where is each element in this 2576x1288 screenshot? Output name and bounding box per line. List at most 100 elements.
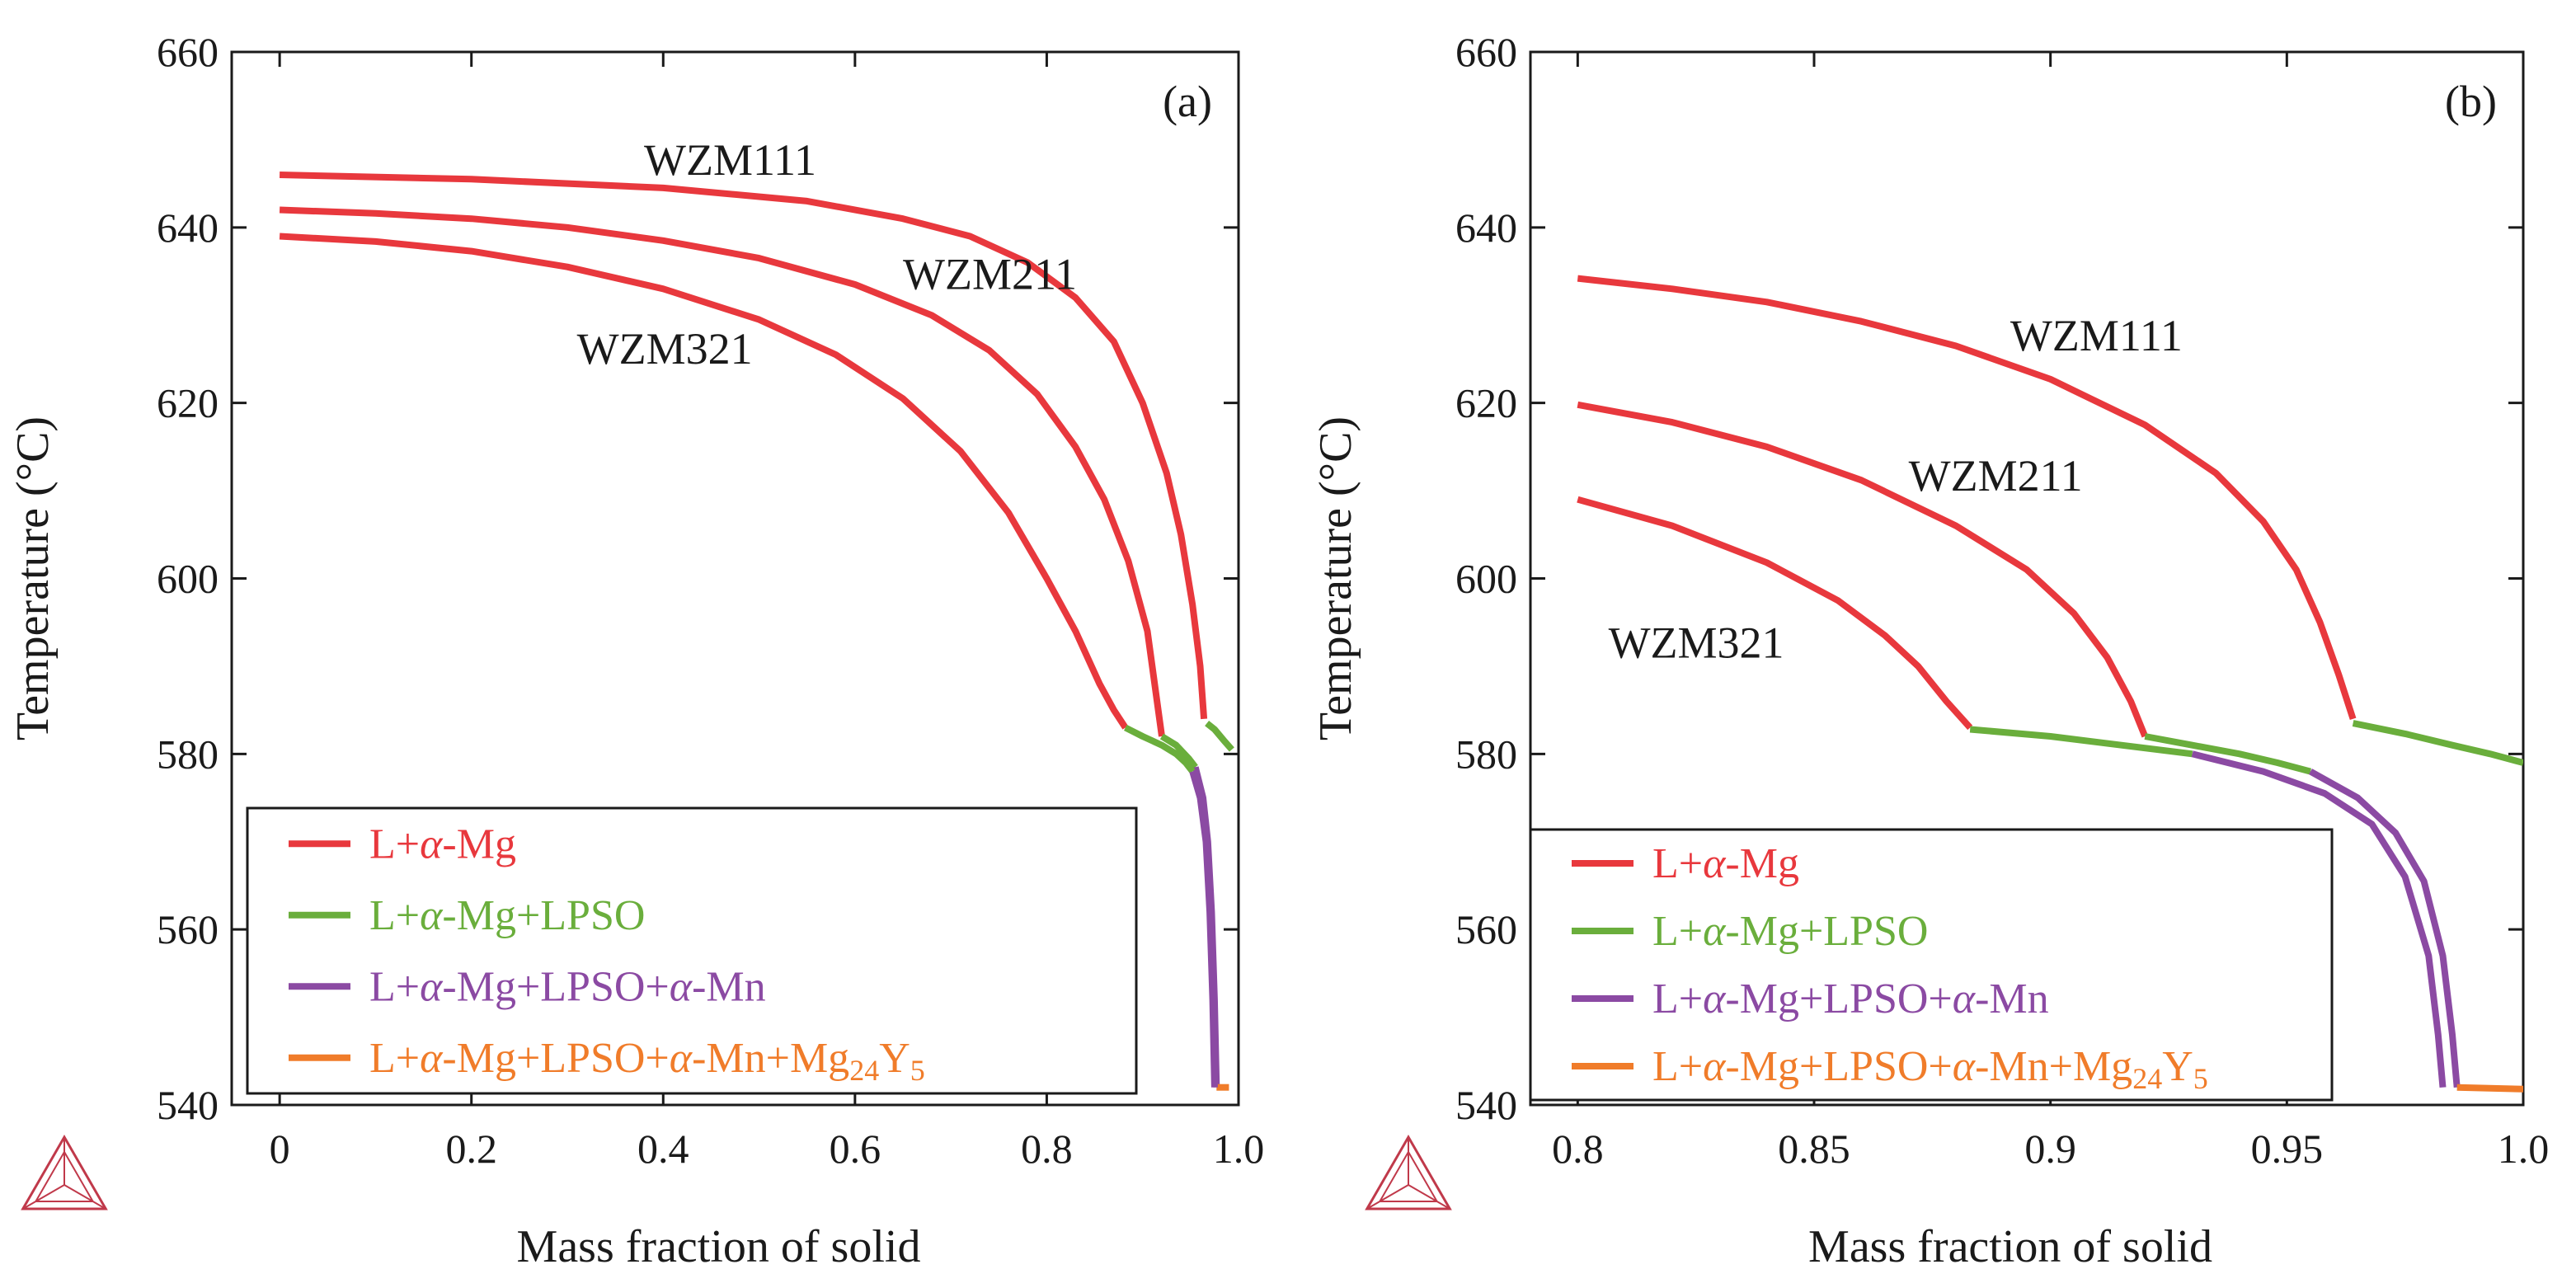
x-tick-label: 1.0 [2498,1126,2550,1172]
x-tick-label: 0.95 [2251,1126,2324,1172]
logo-spoke [1366,1184,1409,1210]
legend-label-part: α [1953,1043,1977,1090]
panel-label: (a) [1163,77,1212,126]
legend-box [246,806,1138,1095]
y-tick-label: 560 [1455,906,1517,952]
legend-label-part: L+ [1652,840,1703,887]
series-line-wzm211-l-alpha-mg-lpso [1159,733,1198,769]
x-tick-label: 0.9 [2024,1126,2076,1172]
series-line-wzm111-l-alpha-mg-lpso [1205,720,1234,752]
series-line-wzm211-l-alpha-mg [279,206,1165,737]
legend-label-part: -Mg [1725,840,1799,887]
legend-label-part: α [1703,840,1727,887]
legend-label-l-alpha-mg-lpso-alpha-mn: L+α-Mg+LPSO+α-Mn [1652,975,2049,1022]
legend-label-part: -Mg+LPSO [442,892,645,939]
logo-spoke [1408,1184,1450,1210]
series-line-wzm211-l-alpha-mg-lpso-alpha-mn [2309,769,2461,1088]
series-line-wzm211-l-alpha-mg [1577,401,2149,738]
legend-label-part: L+ [1652,975,1703,1022]
x-tick-label: 0.8 [1552,1126,1604,1172]
legend: L+α-MgL+α-Mg+LPSOL+α-Mg+LPSO+α-MnL+α-Mg+… [246,806,1138,1095]
y-tick-label: 540 [157,1082,219,1128]
series-line-wzm321-l-alpha-mg-lpso [1969,726,2193,758]
series-line-wzm321-l-alpha-mg [1577,496,1973,731]
legend-label-part: -Mn [1975,975,2049,1022]
legend-label-part: -Mn [692,963,766,1010]
legend-label-part: L+ [1652,908,1703,955]
curve-label-wzm321: WZM321 [577,324,753,374]
curve-label-wzm211: WZM211 [903,249,1077,298]
legend-label-part: -Mg+LPSO+ [1725,1043,1952,1090]
legend-label-part: α [1703,908,1727,955]
legend-label-part: α [670,1035,693,1082]
legend-label-part: L+ [369,820,420,867]
legend-label-part: α [1703,1043,1727,1090]
y-tick-label: 640 [157,204,219,251]
panel-label: (b) [2445,77,2497,126]
series-line-wzm211-l-alpha-mg-lpso-alpha-mn-mg24y5 [2456,1084,2523,1093]
logo-spoke [22,1184,65,1210]
legend-label-part: 5 [910,1054,925,1087]
x-tick-label: 0.6 [830,1126,881,1172]
legend-label-l-alpha-mg: L+α-Mg [369,820,516,867]
legend-label-part: α [420,1035,444,1082]
legend-label-part: 24 [849,1054,879,1087]
y-tick-label: 560 [157,906,219,952]
y-tick-label: 660 [1455,29,1517,75]
legend-label-part: L+ [369,892,420,939]
legend-label-part: Y [879,1035,910,1082]
series-line-wzm111-l-alpha-mg [280,172,1208,720]
series-line-wzm321-l-alpha-mg-lpso-alpha-mn [1189,770,1218,1088]
legend-label-part: L+ [369,1035,420,1082]
series-line-wzm321-l-alpha-mg [279,233,1129,730]
legend-label-part: L+ [1652,1043,1703,1090]
legend-label-part: -Mn+Mg [1975,1043,2132,1090]
curve-label-wzm321: WZM321 [1609,618,1784,667]
legend-label-part: 24 [2132,1062,2162,1095]
x-tick-label: 0.4 [637,1126,689,1172]
legend-label-part: -Mg+LPSO [1725,908,1928,955]
series-group [279,172,1234,1091]
x-tick-label: 0 [270,1126,290,1172]
legend-label-part: α [420,820,444,867]
y-tick-label: 580 [1455,731,1517,777]
x-tick-label: 0.8 [1021,1126,1073,1172]
x-axis-title: Mass fraction of solid [517,1221,921,1272]
thermo-calc-triangle-icon [1365,1135,1452,1210]
y-tick-label: 640 [1455,204,1517,251]
logo-inner-triangle [1378,1149,1439,1202]
legend-label-l-alpha-mg-lpso: L+α-Mg+LPSO [369,892,645,939]
curve-label-wzm111: WZM111 [2010,311,2183,360]
logo-triangle [21,1135,108,1210]
legend-label-l-alpha-mg-lpso-alpha-mn: L+α-Mg+LPSO+α-Mn [369,963,766,1010]
y-axis-title: Temperature (°C) [7,416,59,740]
legend-label-part: -Mn+Mg [692,1035,849,1082]
legend-label-part: α [670,963,693,1010]
series-line-wzm111-l-alpha-mg [1577,275,2357,721]
legend-label-l-alpha-mg: L+α-Mg [1652,840,1799,887]
chart-panel-a: 0 0.2 0.4 0.6 0.8 1.0 540 560 580 600 620 640 660 Mas… [7,29,1264,1272]
series-group [1577,275,2523,1093]
legend-label-l-alpha-mg-lpso: L+α-Mg+LPSO [1652,908,1928,955]
legend-label-part: -Mg [442,820,516,867]
x-axis-title: Mass fraction of solid [1808,1221,2212,1272]
curve-label-wzm111: WZM111 [644,135,816,185]
legend-box [1529,828,2334,1102]
logo-inner-triangle [34,1149,95,1202]
legend-label-part: -Mg+LPSO+ [442,963,669,1010]
curve-label-wzm211: WZM211 [1909,451,2083,501]
legend: L+α-MgL+α-Mg+LPSOL+α-Mg+LPSO+α-MnL+α-Mg+… [1529,828,2334,1102]
legend-label-part: α [1953,975,1977,1022]
y-tick-label: 600 [157,556,219,602]
y-tick-label: 600 [1455,556,1517,602]
legend-label-part: L+ [369,963,420,1010]
legend-label-part: -Mg+LPSO+ [442,1035,669,1082]
legend-label-part: α [420,963,444,1010]
series-line-wzm321-l-alpha-mg-lpso [1123,724,1196,774]
legend-label-part: α [420,892,444,939]
series-line-wzm321-l-alpha-mg-lpso-alpha-mn [2191,750,2447,1088]
logo-spoke [63,1184,106,1210]
y-axis-title: Temperature (°C) [1310,416,1361,740]
y-tick-label: 540 [1455,1082,1517,1128]
